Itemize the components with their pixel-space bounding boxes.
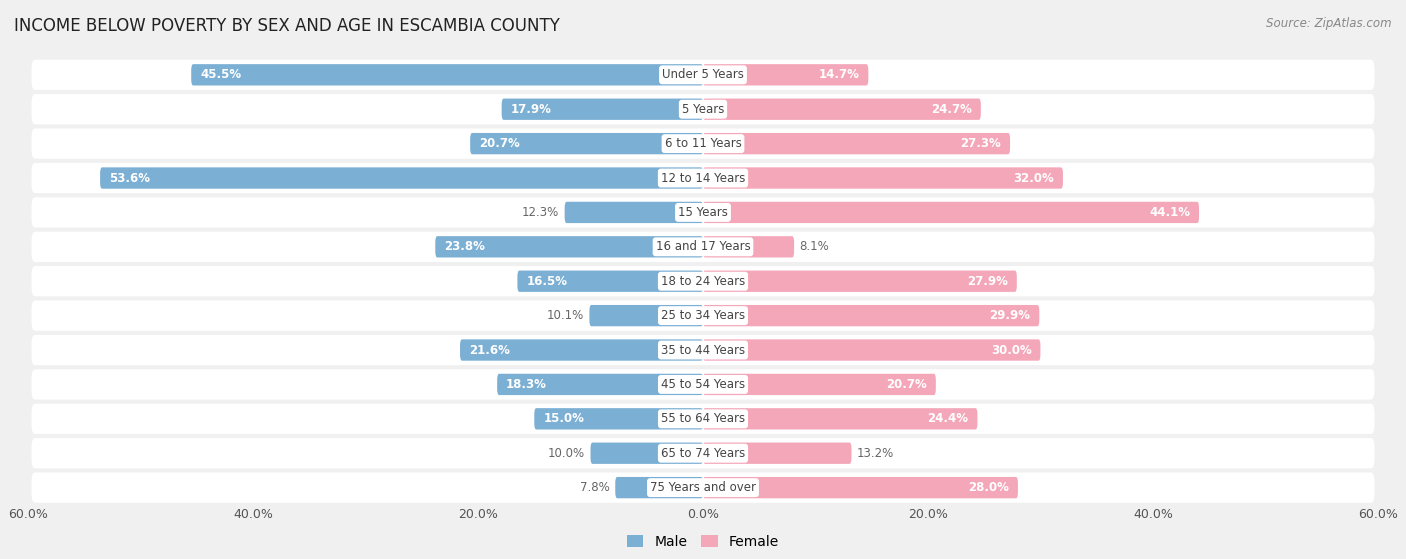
FancyBboxPatch shape xyxy=(703,133,1010,154)
FancyBboxPatch shape xyxy=(460,339,703,361)
Text: 45.5%: 45.5% xyxy=(200,68,242,81)
Text: INCOME BELOW POVERTY BY SEX AND AGE IN ESCAMBIA COUNTY: INCOME BELOW POVERTY BY SEX AND AGE IN E… xyxy=(14,17,560,35)
FancyBboxPatch shape xyxy=(31,231,1375,262)
Text: 6 to 11 Years: 6 to 11 Years xyxy=(665,137,741,150)
FancyBboxPatch shape xyxy=(703,408,977,429)
FancyBboxPatch shape xyxy=(31,266,1375,296)
FancyBboxPatch shape xyxy=(589,305,703,326)
Text: 15.0%: 15.0% xyxy=(543,413,583,425)
FancyBboxPatch shape xyxy=(31,129,1375,159)
Text: 15 Years: 15 Years xyxy=(678,206,728,219)
Text: 24.7%: 24.7% xyxy=(931,103,972,116)
Text: 23.8%: 23.8% xyxy=(444,240,485,253)
Text: 16.5%: 16.5% xyxy=(526,274,568,288)
Text: 44.1%: 44.1% xyxy=(1149,206,1189,219)
Text: 18 to 24 Years: 18 to 24 Years xyxy=(661,274,745,288)
Text: Source: ZipAtlas.com: Source: ZipAtlas.com xyxy=(1267,17,1392,30)
FancyBboxPatch shape xyxy=(31,438,1375,468)
Text: 5 Years: 5 Years xyxy=(682,103,724,116)
Text: 45 to 54 Years: 45 to 54 Years xyxy=(661,378,745,391)
Text: 24.4%: 24.4% xyxy=(928,413,969,425)
Text: 10.1%: 10.1% xyxy=(547,309,583,322)
FancyBboxPatch shape xyxy=(703,271,1017,292)
Text: 28.0%: 28.0% xyxy=(969,481,1010,494)
Text: 35 to 44 Years: 35 to 44 Years xyxy=(661,344,745,357)
Text: 8.1%: 8.1% xyxy=(800,240,830,253)
FancyBboxPatch shape xyxy=(517,271,703,292)
Text: 13.2%: 13.2% xyxy=(858,447,894,459)
Text: 65 to 74 Years: 65 to 74 Years xyxy=(661,447,745,459)
FancyBboxPatch shape xyxy=(31,369,1375,400)
Text: 20.7%: 20.7% xyxy=(479,137,520,150)
FancyBboxPatch shape xyxy=(31,94,1375,124)
Text: 55 to 64 Years: 55 to 64 Years xyxy=(661,413,745,425)
FancyBboxPatch shape xyxy=(436,236,703,258)
Text: Under 5 Years: Under 5 Years xyxy=(662,68,744,81)
Text: 27.3%: 27.3% xyxy=(960,137,1001,150)
FancyBboxPatch shape xyxy=(703,374,936,395)
FancyBboxPatch shape xyxy=(703,305,1039,326)
Text: 12.3%: 12.3% xyxy=(522,206,560,219)
FancyBboxPatch shape xyxy=(703,98,981,120)
FancyBboxPatch shape xyxy=(703,477,1018,498)
Text: 20.7%: 20.7% xyxy=(886,378,927,391)
FancyBboxPatch shape xyxy=(100,167,703,189)
FancyBboxPatch shape xyxy=(191,64,703,86)
FancyBboxPatch shape xyxy=(470,133,703,154)
Text: 14.7%: 14.7% xyxy=(818,68,859,81)
Text: 17.9%: 17.9% xyxy=(510,103,551,116)
FancyBboxPatch shape xyxy=(502,98,703,120)
FancyBboxPatch shape xyxy=(591,443,703,464)
Text: 32.0%: 32.0% xyxy=(1014,172,1054,184)
FancyBboxPatch shape xyxy=(703,443,852,464)
Text: 16 and 17 Years: 16 and 17 Years xyxy=(655,240,751,253)
Legend: Male, Female: Male, Female xyxy=(621,529,785,555)
FancyBboxPatch shape xyxy=(31,404,1375,434)
FancyBboxPatch shape xyxy=(703,167,1063,189)
FancyBboxPatch shape xyxy=(703,339,1040,361)
FancyBboxPatch shape xyxy=(31,301,1375,331)
FancyBboxPatch shape xyxy=(31,472,1375,503)
Text: 27.9%: 27.9% xyxy=(967,274,1008,288)
Text: 75 Years and over: 75 Years and over xyxy=(650,481,756,494)
FancyBboxPatch shape xyxy=(534,408,703,429)
Text: 53.6%: 53.6% xyxy=(110,172,150,184)
FancyBboxPatch shape xyxy=(31,335,1375,365)
FancyBboxPatch shape xyxy=(31,163,1375,193)
Text: 10.0%: 10.0% xyxy=(548,447,585,459)
FancyBboxPatch shape xyxy=(565,202,703,223)
FancyBboxPatch shape xyxy=(703,236,794,258)
FancyBboxPatch shape xyxy=(703,202,1199,223)
Text: 12 to 14 Years: 12 to 14 Years xyxy=(661,172,745,184)
FancyBboxPatch shape xyxy=(703,64,869,86)
Text: 21.6%: 21.6% xyxy=(470,344,510,357)
FancyBboxPatch shape xyxy=(31,197,1375,228)
FancyBboxPatch shape xyxy=(498,374,703,395)
Text: 7.8%: 7.8% xyxy=(579,481,610,494)
Text: 18.3%: 18.3% xyxy=(506,378,547,391)
Text: 30.0%: 30.0% xyxy=(991,344,1032,357)
FancyBboxPatch shape xyxy=(31,60,1375,90)
Text: 29.9%: 29.9% xyxy=(990,309,1031,322)
Text: 25 to 34 Years: 25 to 34 Years xyxy=(661,309,745,322)
FancyBboxPatch shape xyxy=(616,477,703,498)
